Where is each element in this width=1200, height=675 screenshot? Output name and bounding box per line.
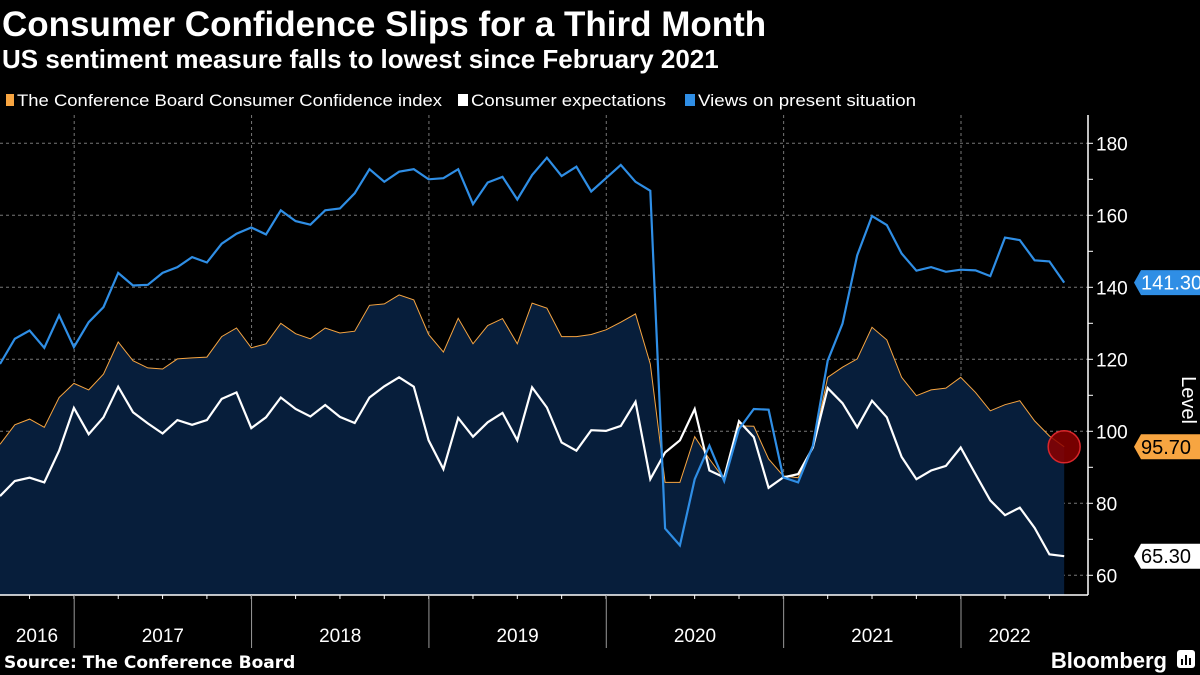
- value-tag-label: 95.70: [1141, 437, 1191, 459]
- bloomberg-chart-icon: [1177, 650, 1195, 668]
- legend: The Conference Board Consumer Confidence…: [6, 92, 916, 110]
- value-tag-expectations: 65.30: [1134, 543, 1200, 569]
- legend-swatch-present: [685, 94, 695, 106]
- chart-subtitle: US sentiment measure falls to lowest sin…: [2, 44, 719, 74]
- legend-label-expectations: Consumer expectations: [471, 92, 666, 110]
- x-tick-label: 2016: [16, 626, 58, 647]
- highlight-marker: [1047, 430, 1081, 464]
- line-present-situation: [0, 155, 1066, 548]
- plot-area: [0, 115, 1088, 595]
- axes: 60 80 100 120 140 160 180 2016 2017 2018 2019 2020 2…: [0, 115, 1200, 648]
- y-tick-label: 60: [1096, 566, 1117, 587]
- legend-swatch-expectations: [458, 94, 468, 106]
- x-tick-label: 2017: [142, 626, 184, 647]
- area-cci: [0, 294, 1065, 595]
- y-tick-label: 100: [1096, 422, 1128, 443]
- y-tick-label: 160: [1096, 206, 1128, 227]
- x-tick-label: 2018: [319, 626, 361, 647]
- bloomberg-logo: Bloomberg: [1051, 648, 1167, 673]
- value-tag-label: 141.30: [1141, 273, 1200, 295]
- value-tag-cci: 95.70: [1134, 434, 1200, 460]
- line-expectations: [0, 376, 1065, 558]
- value-tag-label: 65.30: [1141, 546, 1191, 568]
- x-tick-label: 2019: [496, 626, 538, 647]
- source-note: Source: The Conference Board: [4, 653, 295, 673]
- legend-label-cci: The Conference Board Consumer Confidence…: [17, 92, 443, 110]
- x-tick-label: 2020: [674, 626, 716, 647]
- legend-swatch-cci: [6, 94, 14, 106]
- legend-label-present: Views on present situation: [698, 92, 916, 110]
- y-tick-label: 80: [1096, 494, 1117, 515]
- value-tag-background: [1134, 434, 1200, 460]
- line-cci: [0, 294, 1065, 483]
- value-tag-background: [1134, 543, 1200, 569]
- y-tick-label: 140: [1096, 278, 1128, 299]
- y-tick-label: 120: [1096, 350, 1128, 371]
- y-tick-label: 180: [1096, 134, 1128, 155]
- chart-title: Consumer Confidence Slips for a Third Mo…: [2, 5, 766, 44]
- x-tick-label: 2021: [851, 626, 893, 647]
- value-tag-present-situation: 141.30: [1134, 270, 1200, 296]
- x-tick-label: 2022: [988, 626, 1030, 647]
- value-tag-background: [1134, 270, 1200, 296]
- y-axis-label: Level: [1177, 376, 1199, 424]
